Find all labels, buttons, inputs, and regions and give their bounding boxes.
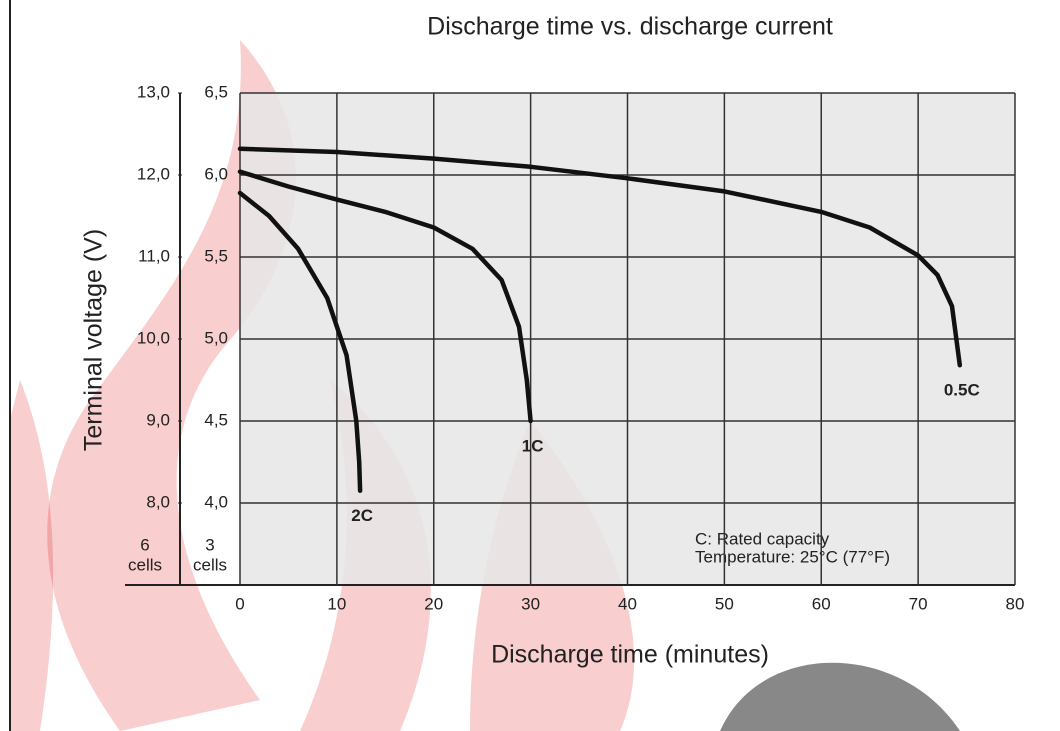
y-tick-label: 12,0 — [137, 164, 170, 183]
x-tick-label: 30 — [521, 594, 540, 613]
y-tick-label: 9,0 — [146, 410, 170, 429]
y2-tick-label: 5,0 — [204, 328, 228, 347]
x-tick-label: 20 — [424, 594, 443, 613]
series-label: 1C — [522, 436, 544, 455]
y2-tick-label: 4,5 — [204, 410, 228, 429]
y2-tick-label: 6,5 — [204, 82, 228, 101]
watermark-logo — [720, 662, 960, 731]
x-tick-label: 50 — [715, 594, 734, 613]
x-tick-label: 80 — [1006, 594, 1025, 613]
y-tick-label: 10,0 — [137, 328, 170, 347]
series-line — [237, 169, 533, 424]
y-tick-label: 11,0 — [138, 246, 170, 265]
chart-title: Discharge time vs. discharge current — [427, 13, 833, 41]
y2-cells-unit: cells — [193, 555, 227, 574]
series-line — [237, 146, 963, 368]
x-tick-label: 60 — [812, 594, 831, 613]
annotation: C: Rated capacity — [695, 529, 830, 548]
x-axis-label: Discharge time (minutes) — [491, 641, 769, 669]
y-tick-label: 13,0 — [137, 82, 170, 101]
y2-tick-label: 4,0 — [204, 492, 228, 511]
y-tick-label: 8,0 — [146, 492, 170, 511]
annotation: Temperature: 25°C (77°F) — [695, 547, 890, 566]
y2-cells-count: 3 — [205, 535, 214, 554]
x-tick-label: 40 — [618, 594, 637, 613]
series-label: 0.5C — [944, 381, 980, 400]
series-label: 2C — [351, 506, 373, 525]
y-cells-unit: cells — [128, 555, 162, 574]
y-cells-count: 6 — [140, 535, 149, 554]
y2-tick-label: 6,0 — [204, 164, 228, 183]
x-tick-label: 70 — [909, 594, 928, 613]
series-line — [237, 190, 363, 493]
x-tick-label: 10 — [327, 594, 346, 613]
x-tick-label: 0 — [235, 594, 244, 613]
y2-tick-label: 5,5 — [204, 246, 228, 265]
y-axis-label: Terminal voltage (V) — [80, 229, 108, 451]
